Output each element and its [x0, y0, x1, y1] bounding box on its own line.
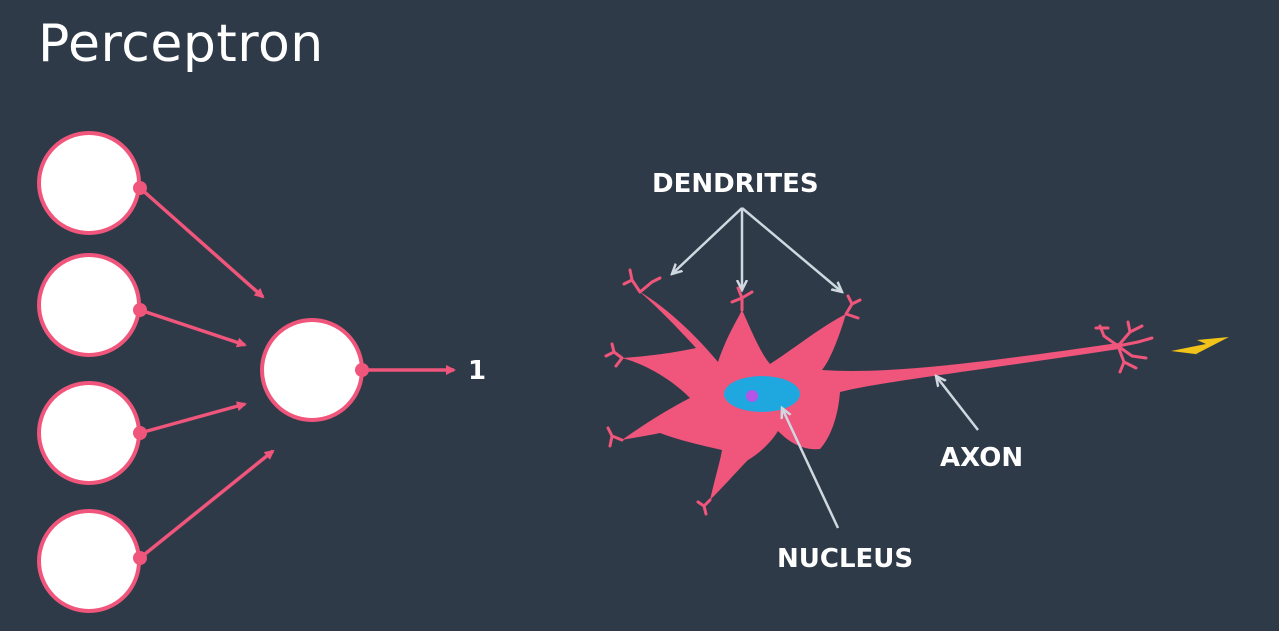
- output-node: [260, 318, 364, 422]
- input-node: [37, 253, 141, 357]
- neuron-illustration: DENDRITES AXON NUCLEUS: [604, 169, 1229, 574]
- dendrites-label: DENDRITES: [652, 169, 819, 199]
- perceptron-diagram: 1: [37, 131, 486, 613]
- input-node: [37, 509, 141, 613]
- dendrite-branches: [604, 268, 862, 516]
- axon-label: AXON: [940, 443, 1023, 473]
- slide-title: Perceptron: [38, 14, 324, 74]
- input-edges: [138, 186, 456, 560]
- input-node: [37, 131, 141, 235]
- input-edge: [138, 449, 275, 560]
- lightning-icon: [1171, 337, 1229, 355]
- input-edge: [139, 308, 247, 348]
- output-label: 1: [468, 356, 486, 386]
- connection-dots: [133, 181, 369, 565]
- nucleus-label: NUCLEUS: [777, 544, 913, 574]
- annotation-arrows: [672, 207, 979, 529]
- axon-terminal: [1094, 320, 1154, 374]
- nucleolus: [746, 390, 758, 402]
- input-edge: [138, 186, 265, 299]
- input-edge: [139, 401, 247, 435]
- input-node: [37, 381, 141, 485]
- neuron-body: [622, 292, 1119, 500]
- nucleus: [724, 376, 800, 412]
